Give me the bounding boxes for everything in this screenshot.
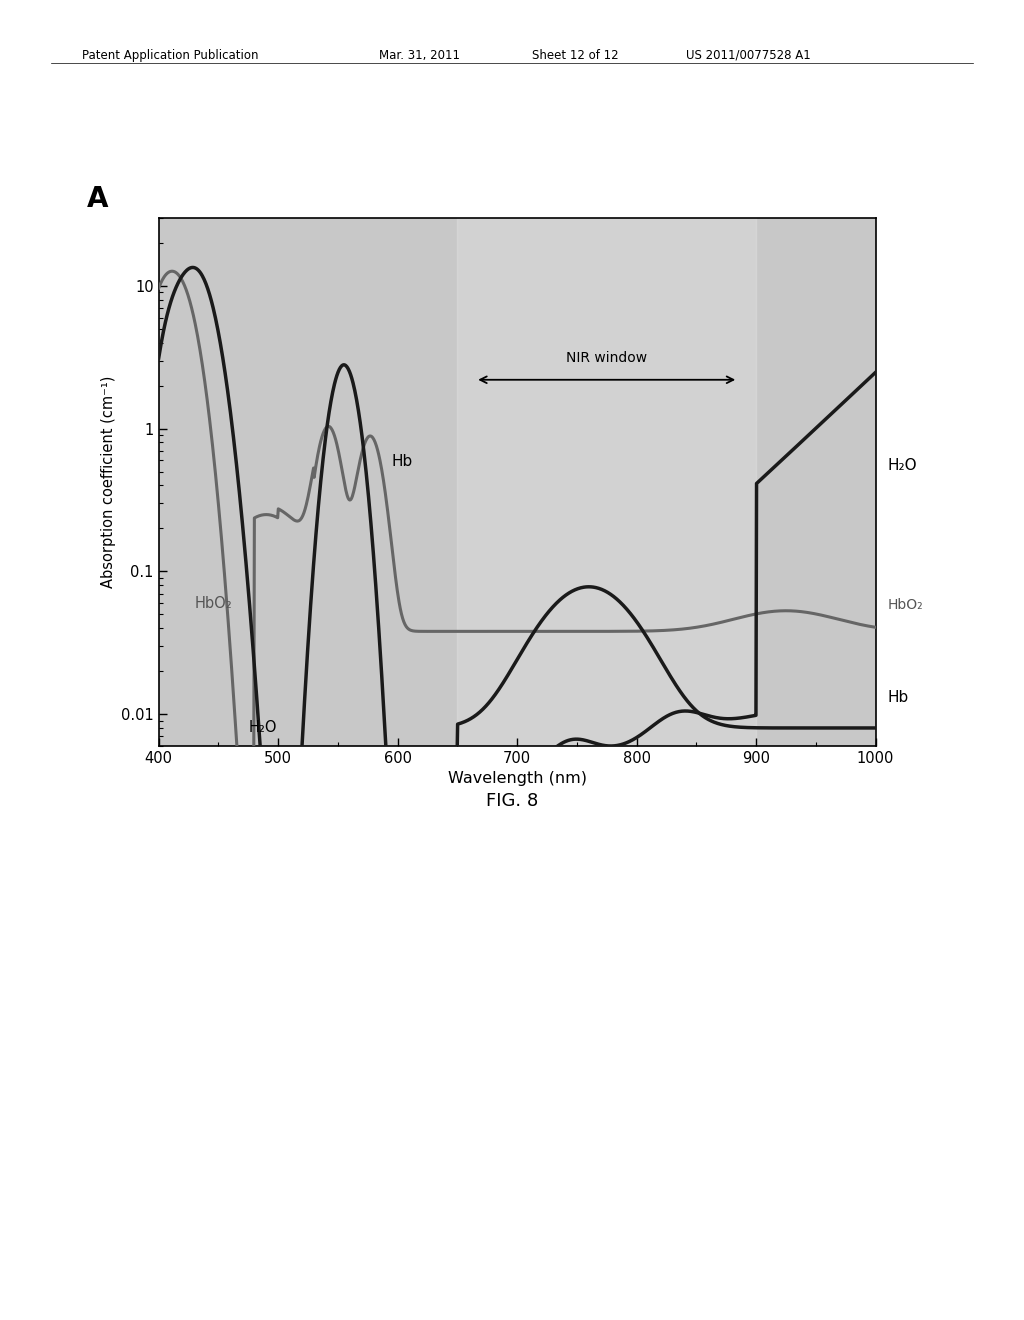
Text: FIG. 8: FIG. 8	[485, 792, 539, 810]
X-axis label: Wavelength (nm): Wavelength (nm)	[447, 771, 587, 787]
Text: HbO₂: HbO₂	[888, 598, 923, 612]
Y-axis label: Absorption coefficient (cm⁻¹): Absorption coefficient (cm⁻¹)	[100, 376, 116, 587]
Text: Hb: Hb	[888, 690, 908, 705]
Text: H₂O: H₂O	[888, 458, 918, 473]
Text: Mar. 31, 2011: Mar. 31, 2011	[379, 49, 460, 62]
Text: A: A	[87, 185, 109, 213]
Text: NIR window: NIR window	[566, 351, 647, 364]
Text: US 2011/0077528 A1: US 2011/0077528 A1	[686, 49, 811, 62]
Text: Sheet 12 of 12: Sheet 12 of 12	[532, 49, 620, 62]
Text: Hb: Hb	[392, 454, 413, 469]
Text: HbO₂: HbO₂	[195, 597, 232, 611]
Text: H₂O: H₂O	[249, 719, 276, 735]
Text: Patent Application Publication: Patent Application Publication	[82, 49, 258, 62]
Bar	[458, 218, 756, 746]
